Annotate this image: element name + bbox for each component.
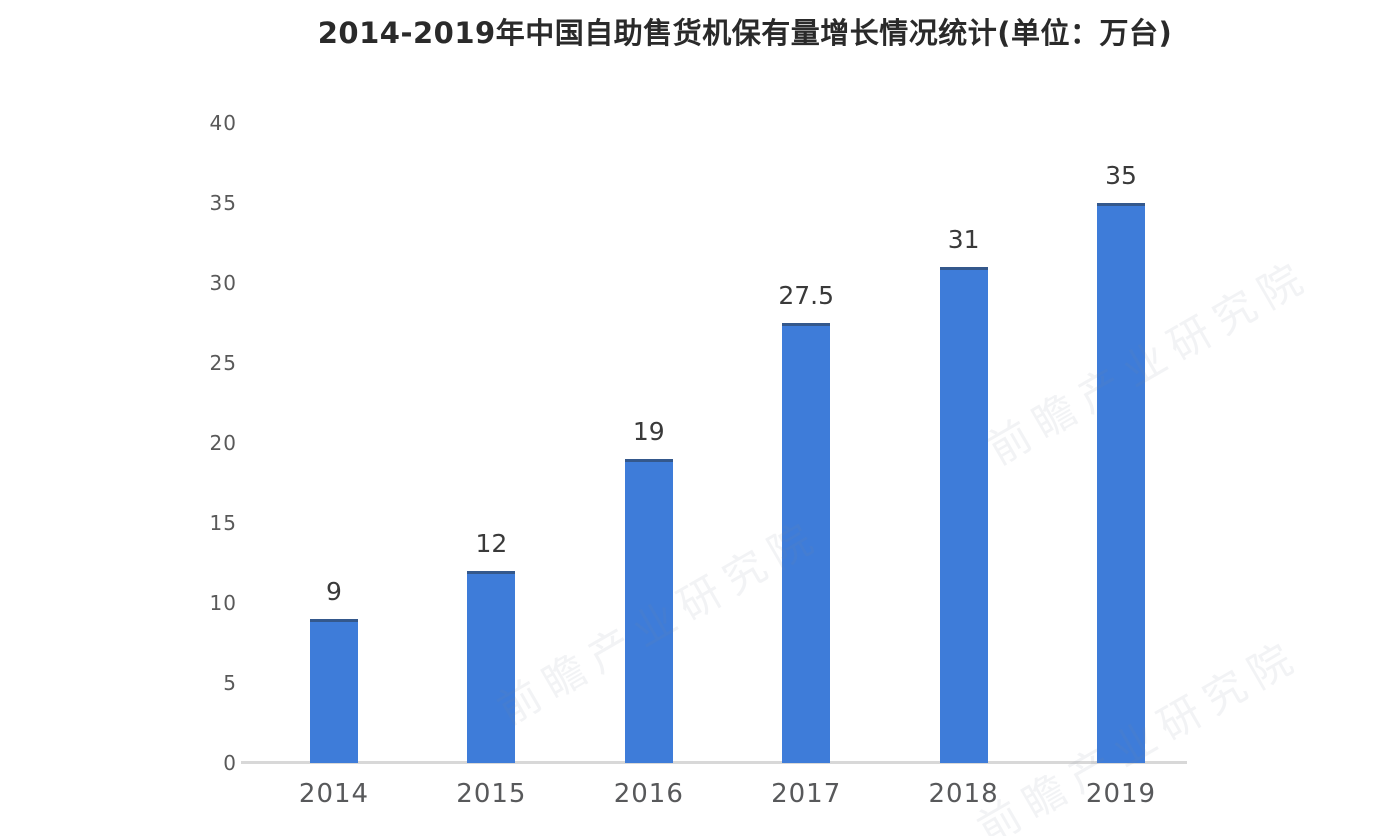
y-axis-tick-label: 25 — [209, 351, 237, 375]
bar-value-label: 19 — [632, 417, 665, 446]
watermark-text: 前瞻产业研究院 — [979, 249, 1319, 475]
bar-2015 — [467, 571, 516, 763]
y-axis-tick-label: 15 — [209, 511, 237, 535]
bar-value-label: 9 — [326, 577, 342, 606]
x-axis-tick-label: 2017 — [771, 779, 842, 809]
y-axis-tick-label: 30 — [209, 271, 237, 295]
bar-value-label: 35 — [1105, 161, 1137, 190]
chart-title: 2014-2019年中国自助售货机保有量增长情况统计(单位：万台) — [317, 16, 1173, 50]
y-axis-tick-label: 35 — [209, 191, 237, 215]
y-axis-tick-label: 20 — [209, 431, 237, 455]
x-axis-tick-label: 2014 — [298, 779, 370, 809]
x-axis-tick-label: 2018 — [928, 779, 999, 809]
bar-value-label: 31 — [947, 225, 980, 254]
x-axis-tick-label: 2015 — [456, 779, 527, 809]
x-axis-tick-label: 2016 — [613, 779, 684, 809]
y-axis-tick-label: 10 — [209, 591, 237, 615]
y-axis-tick-label: 40 — [209, 111, 237, 135]
bar-value-label: 12 — [475, 529, 508, 558]
y-axis-tick-label: 5 — [223, 671, 237, 695]
y-axis-tick-label: 0 — [223, 751, 237, 775]
bar-2017 — [782, 323, 831, 763]
x-axis-tick-label: 2019 — [1085, 779, 1157, 809]
bar-2014 — [310, 619, 358, 763]
bar-2019 — [1097, 203, 1145, 763]
bar-value-label: 27.5 — [778, 281, 835, 310]
bar-2016 — [624, 459, 673, 763]
bar-2018 — [939, 267, 988, 763]
x-axis-line — [241, 761, 1187, 764]
